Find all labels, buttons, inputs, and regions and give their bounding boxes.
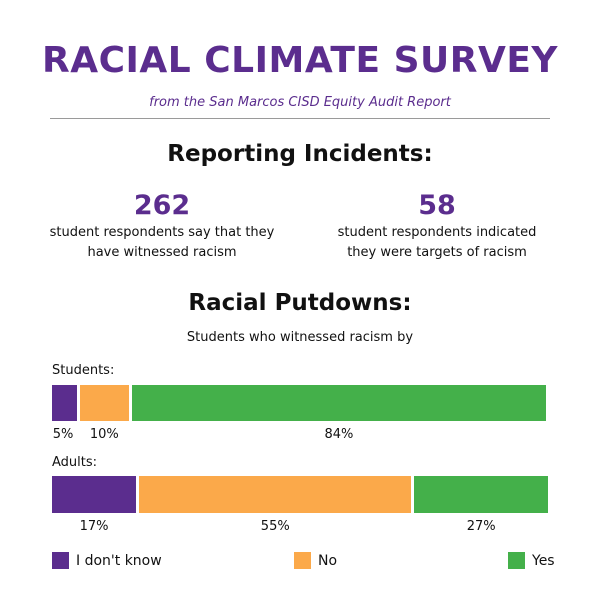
- percent-label-students-no: 10%: [89, 427, 119, 442]
- bar-adults: [52, 476, 548, 513]
- page-subtitle: from the San Marcos CISD Equity Audit Re…: [149, 95, 451, 110]
- legend-item-yes: Yes: [508, 552, 555, 569]
- category-label-adults: Adults:: [52, 455, 98, 470]
- stat-targets-text-2: they were targets of racism: [347, 245, 527, 260]
- legend-item-dont-know: I don't know: [52, 552, 162, 569]
- legend-label-yes: Yes: [532, 552, 555, 569]
- bar-segment-adults-dont-know: [52, 476, 137, 513]
- legend-label-no: No: [318, 552, 338, 569]
- divider: [50, 118, 550, 119]
- stat-witnessed-number: 262: [133, 190, 191, 221]
- percent-label-adults-yes: 27%: [466, 519, 496, 534]
- legend-item-no: No: [294, 552, 337, 569]
- percent-label-adults-no: 55%: [260, 519, 290, 534]
- stat-targets-text-1: student respondents indicated: [337, 225, 537, 240]
- percent-label-adults-dont-know: 17%: [79, 519, 109, 534]
- bar-segment-students-dont-know: [52, 385, 77, 421]
- bar-students: [52, 385, 546, 421]
- stat-targets: 58 student respondents indicated they we…: [297, 190, 577, 263]
- reporting-heading: Reporting Incidents:: [167, 141, 433, 167]
- legend-swatch-no: [294, 552, 311, 569]
- legend-label-dont-know: I don't know: [76, 552, 162, 569]
- bar-segment-students-yes: [131, 385, 546, 421]
- category-label-students: Students:: [52, 363, 115, 378]
- legend-swatch-dont-know: [52, 552, 69, 569]
- percent-label-students-yes: 84%: [324, 427, 354, 442]
- chart-subtitle: Students who witnessed racism by: [186, 330, 414, 345]
- bar-segment-adults-yes: [414, 476, 548, 513]
- bar-segment-students-no: [79, 385, 129, 421]
- stat-targets-number: 58: [418, 190, 456, 221]
- stat-witnessed-text-1: student respondents say that they: [49, 225, 275, 240]
- chart-title: Racial Putdowns:: [188, 290, 412, 316]
- page-title: RACIAL CLIMATE SURVEY: [42, 40, 558, 81]
- bar-segment-adults-no: [139, 476, 412, 513]
- legend-swatch-yes: [508, 552, 525, 569]
- percent-label-students-dont-know: 5%: [52, 427, 74, 442]
- stat-witnessed-text-2: have witnessed racism: [87, 245, 237, 260]
- stat-witnessed: 262 student respondents say that they ha…: [22, 190, 302, 263]
